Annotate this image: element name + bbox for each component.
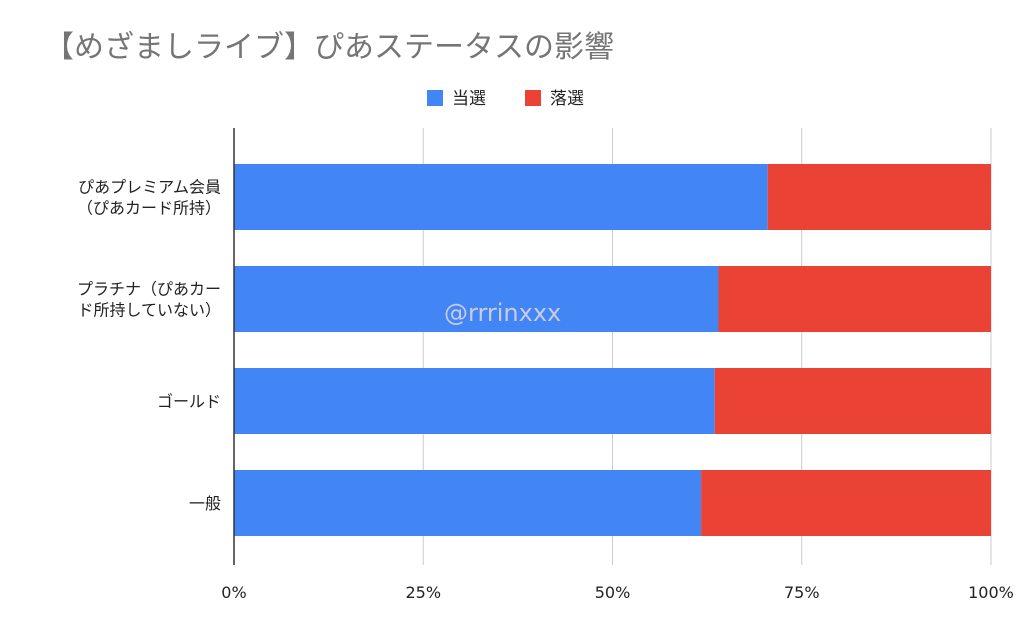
bar-2-1 xyxy=(714,368,991,434)
bar-1-0 xyxy=(234,266,719,332)
category-label-1-1: ド所持していない） xyxy=(77,301,221,320)
chart-title: 【めざましライブ】ぴあステータスの影響 xyxy=(44,30,614,65)
bar-0-1 xyxy=(767,164,991,230)
legend-swatch-0 xyxy=(427,90,443,106)
x-tick-label-1: 25% xyxy=(405,583,441,602)
x-tick-label-3: 75% xyxy=(784,583,820,602)
x-tick-label-0: 0% xyxy=(221,583,246,602)
watermark: @rrrinxxx xyxy=(444,299,561,327)
category-label-0-1: （ぴあカード所持） xyxy=(77,199,221,218)
x-tick-label-4: 100% xyxy=(968,583,1014,602)
legend-label-0: 当選 xyxy=(452,89,486,109)
legend-swatch-1 xyxy=(525,90,541,106)
category-label-3-0: 一般 xyxy=(189,494,221,513)
legend-label-1: 落選 xyxy=(550,89,584,109)
bar-3-1 xyxy=(701,470,991,536)
legend: 当選 落選 xyxy=(427,89,584,109)
bar-1-1 xyxy=(718,266,991,332)
category-label-1-0: プラチナ（ぴあカー xyxy=(77,280,221,299)
x-tick-labels: 0% 25% 50% 75% 100% xyxy=(221,583,1014,602)
category-label-2-0: ゴールド xyxy=(157,392,221,411)
x-tick-label-2: 50% xyxy=(595,583,631,602)
category-label-0-0: ぴあプレミアム会員 xyxy=(78,178,221,197)
bar-2-0 xyxy=(234,368,715,434)
bars xyxy=(234,164,991,536)
bar-0-0 xyxy=(234,164,768,230)
bar-3-0 xyxy=(234,470,702,536)
